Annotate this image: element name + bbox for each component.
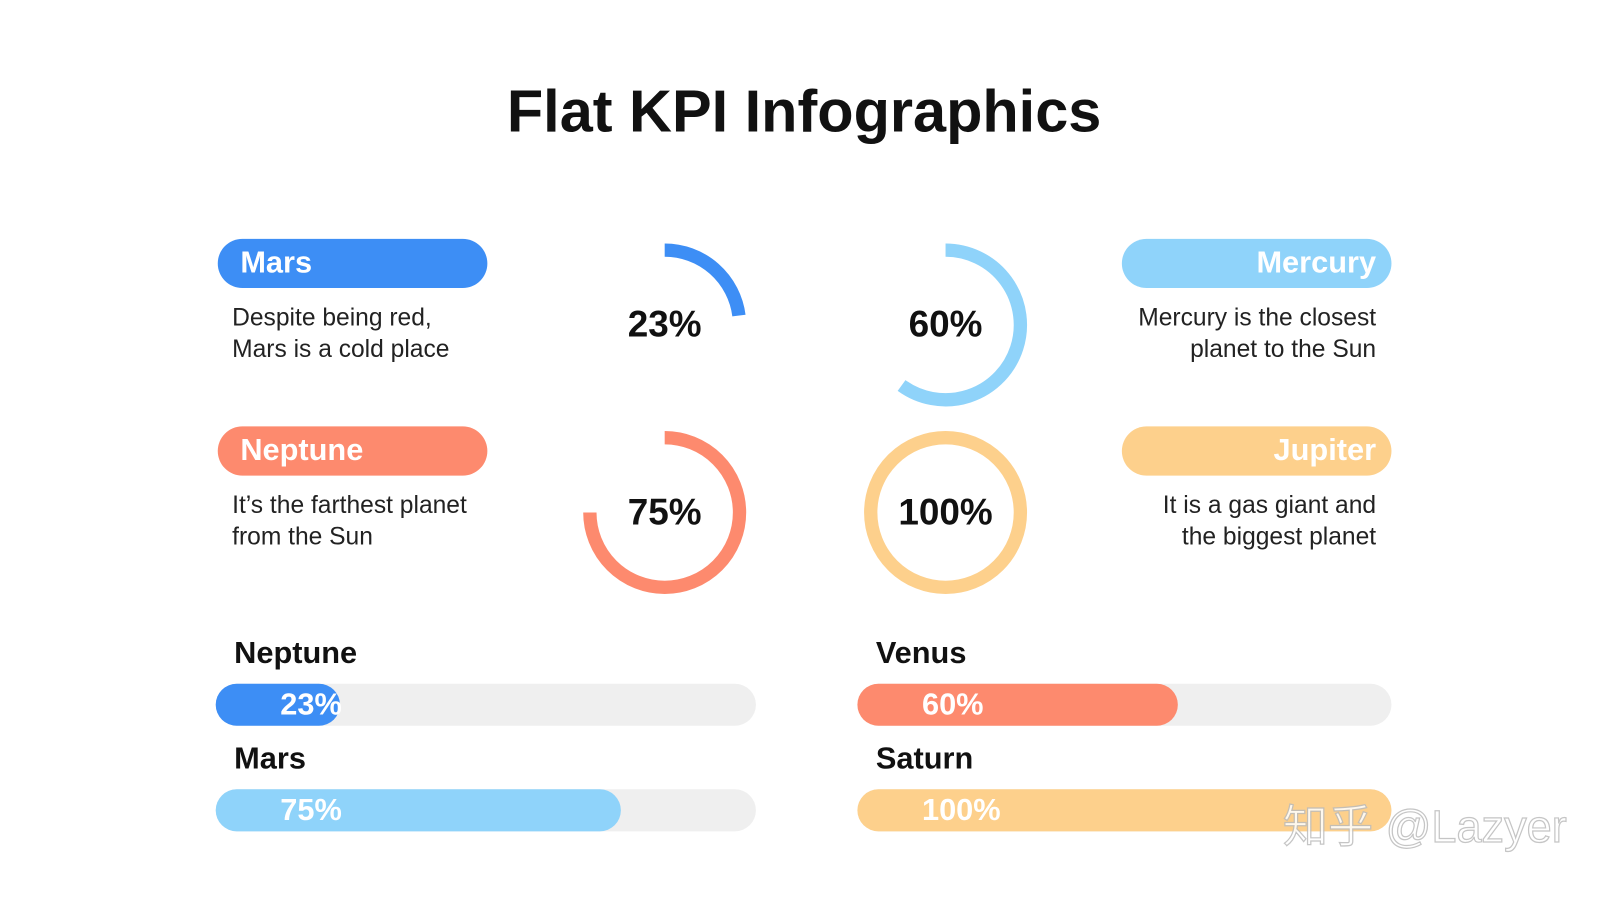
card-name: Neptune bbox=[240, 432, 363, 467]
label-pill bbox=[217, 238, 488, 289]
card-description: Mars is a cold place bbox=[232, 336, 449, 363]
bar-name: Venus bbox=[876, 635, 967, 670]
title: Flat KPI Infographics bbox=[507, 78, 1101, 145]
watermark: 知乎 @Lazyer bbox=[1283, 801, 1567, 852]
bar-name: Saturn bbox=[876, 741, 973, 776]
card-name: Jupiter bbox=[1274, 432, 1377, 467]
bar-name: Mars bbox=[234, 741, 306, 776]
ring-arc bbox=[664, 243, 746, 317]
card-description: Despite being red, bbox=[232, 304, 432, 331]
bar-value: 75% bbox=[280, 792, 342, 827]
card-name: Mars bbox=[240, 245, 312, 280]
label-pill bbox=[1121, 426, 1392, 476]
label-pill bbox=[1121, 238, 1392, 289]
ring-arc bbox=[864, 431, 1028, 595]
card-description: Mercury is the closest bbox=[1138, 304, 1376, 331]
card-name: Mercury bbox=[1256, 245, 1376, 280]
ring-value: 23% bbox=[628, 304, 702, 345]
ring-arc bbox=[583, 431, 747, 594]
bar-value: 60% bbox=[922, 686, 984, 721]
card-description: It’s the farthest planet bbox=[232, 492, 467, 519]
label-pill bbox=[217, 426, 488, 476]
bar-name: Neptune bbox=[234, 635, 357, 670]
ring-value: 60% bbox=[909, 304, 983, 345]
bar-fill bbox=[857, 789, 1392, 832]
ring-value: 75% bbox=[628, 491, 702, 532]
card-description: the biggest planet bbox=[1182, 524, 1376, 551]
ring-value: 100% bbox=[898, 491, 992, 532]
bar-fill bbox=[857, 683, 1178, 726]
card-description: planet to the Sun bbox=[1190, 336, 1376, 363]
bar-track bbox=[215, 683, 756, 726]
ring-arc bbox=[897, 243, 1028, 407]
bar-fill bbox=[215, 683, 340, 726]
bar-value: 23% bbox=[280, 686, 342, 721]
bar-value: 100% bbox=[922, 792, 1001, 827]
card-description: It is a gas giant and bbox=[1163, 492, 1376, 519]
card-description: from the Sun bbox=[232, 524, 373, 551]
bar-fill bbox=[215, 789, 621, 832]
